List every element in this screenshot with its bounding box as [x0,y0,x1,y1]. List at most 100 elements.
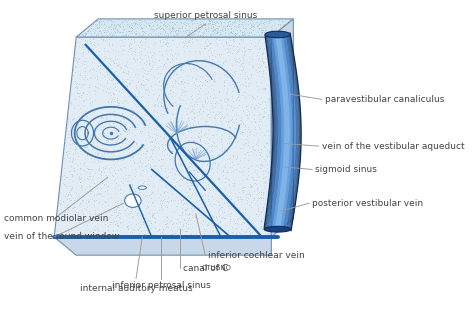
Point [172,79,180,84]
Point [201,38,208,44]
Point [102,63,109,68]
Point [201,46,209,51]
Point [241,26,248,31]
Point [210,35,218,40]
Point [94,76,101,81]
Point [249,223,256,228]
Point [246,82,253,87]
Point [167,188,174,193]
Point [150,59,158,64]
Point [163,55,171,60]
Point [193,67,201,72]
Point [105,42,113,47]
Point [169,90,177,95]
Point [84,219,91,224]
Point [158,163,165,168]
Point [132,95,140,100]
Point [188,35,195,40]
Point [76,180,84,185]
Point [223,49,230,54]
Point [111,113,118,118]
Point [144,158,152,163]
Point [191,191,199,196]
Point [233,221,241,226]
Point [201,77,209,82]
Point [137,130,145,135]
Point [77,184,84,189]
Point [264,100,272,105]
Point [141,67,148,72]
Point [92,18,100,23]
Point [241,112,248,117]
Point [165,153,173,158]
Point [69,116,77,121]
Point [109,32,117,37]
Point [56,197,64,202]
Point [262,180,270,185]
Point [58,176,65,181]
Point [267,58,274,63]
Polygon shape [76,19,293,37]
Point [247,46,255,51]
Point [264,114,272,119]
Point [201,228,209,233]
Point [159,23,167,28]
Point [145,68,152,73]
Point [109,152,117,157]
Point [255,212,263,217]
Point [171,29,179,34]
Point [158,37,166,42]
Point [229,163,237,168]
Point [178,24,186,29]
Point [208,221,215,226]
Point [193,169,201,174]
Point [264,18,272,23]
Point [119,204,127,209]
Point [195,159,203,164]
Point [266,92,274,97]
Point [82,121,90,126]
Point [63,193,71,198]
Point [241,229,249,234]
Point [198,17,206,22]
Point [103,18,110,23]
Point [149,27,157,32]
Point [188,17,196,22]
Point [195,109,202,114]
Point [222,41,230,46]
Point [109,229,117,234]
Point [164,135,172,140]
Point [246,129,254,134]
Point [104,223,112,228]
Point [168,85,176,90]
Point [170,64,178,69]
Point [189,34,196,39]
Point [85,208,93,213]
Point [162,91,169,96]
Point [80,205,88,210]
Point [119,156,127,162]
Point [214,21,221,26]
Point [238,22,246,27]
Point [109,25,117,30]
Point [193,110,201,115]
Point [231,23,239,28]
Point [91,180,98,185]
Point [179,145,187,150]
Point [216,153,223,158]
Point [234,30,241,35]
Point [150,113,158,118]
Point [185,212,193,217]
Point [68,206,75,211]
Point [162,23,169,28]
Point [189,165,196,170]
Point [86,212,94,217]
Point [201,64,209,69]
Point [138,201,146,206]
Point [141,143,149,148]
Point [132,141,140,146]
Point [249,51,256,56]
Point [136,39,144,44]
Point [105,40,112,45]
Point [193,184,201,189]
